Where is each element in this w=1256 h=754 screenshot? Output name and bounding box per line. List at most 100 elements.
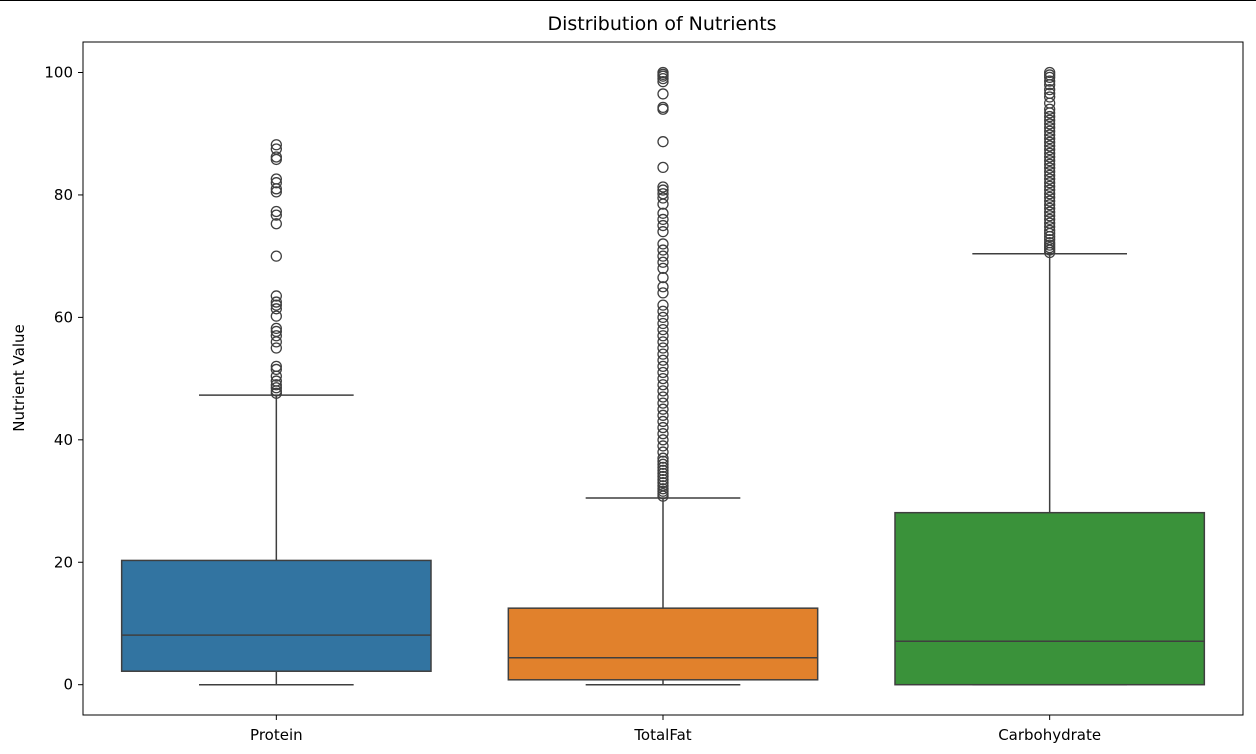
outlier-point bbox=[657, 366, 669, 379]
outlier-point bbox=[657, 184, 669, 196]
outlier-point bbox=[657, 452, 669, 464]
outlier-point bbox=[657, 379, 669, 391]
outlier-point bbox=[1044, 83, 1056, 96]
outlier-point bbox=[657, 213, 669, 226]
outlier-point bbox=[1044, 132, 1056, 145]
outlier-point bbox=[1044, 188, 1056, 200]
outlier-point bbox=[270, 330, 282, 342]
outlier-point bbox=[657, 385, 669, 397]
outlier-point bbox=[1044, 114, 1056, 126]
outlier-point bbox=[270, 375, 282, 387]
outlier-point bbox=[270, 299, 282, 311]
outlier-point bbox=[1044, 66, 1056, 79]
outlier-point bbox=[1044, 151, 1056, 163]
outlier-point bbox=[270, 310, 282, 322]
outlier-point bbox=[1044, 206, 1056, 218]
outlier-point bbox=[657, 88, 669, 100]
outlier-point bbox=[657, 299, 669, 311]
outlier-point bbox=[1044, 91, 1056, 103]
outlier-point bbox=[657, 428, 669, 440]
y-tick-label: 0 bbox=[63, 676, 73, 694]
outlier-point bbox=[270, 379, 282, 391]
outlier-point bbox=[657, 473, 669, 486]
outlier-point bbox=[657, 461, 669, 474]
outlier-point bbox=[1044, 162, 1056, 174]
outlier-point bbox=[657, 415, 669, 428]
outlier-point bbox=[270, 363, 282, 376]
outlier-point bbox=[1044, 180, 1056, 193]
outlier-point bbox=[657, 354, 669, 366]
chart-title: Distribution of Nutrients bbox=[547, 13, 776, 35]
y-tick-label: 40 bbox=[54, 431, 73, 449]
outlier-point bbox=[657, 391, 669, 403]
outlier-point bbox=[1044, 191, 1056, 204]
outlier-point bbox=[270, 382, 282, 394]
outlier-point bbox=[1044, 147, 1056, 159]
outlier-point bbox=[657, 271, 669, 284]
outlier-point bbox=[270, 342, 282, 354]
outlier-point bbox=[1044, 217, 1056, 229]
outlier-point bbox=[1044, 121, 1056, 134]
outlier-point bbox=[1044, 143, 1056, 156]
outlier-point bbox=[270, 290, 282, 302]
outlier-point bbox=[1044, 195, 1056, 207]
outlier-point bbox=[1044, 237, 1056, 249]
outlier-point bbox=[657, 477, 669, 489]
y-tick-label: 60 bbox=[54, 308, 73, 326]
outlier-point bbox=[657, 181, 669, 193]
outlier-point bbox=[657, 360, 669, 373]
outlier-point bbox=[1044, 224, 1056, 237]
outlier-point bbox=[270, 360, 282, 373]
box-totalfat bbox=[507, 607, 819, 681]
outlier-point bbox=[270, 186, 282, 198]
x-tick-label: TotalFat bbox=[633, 726, 691, 744]
outlier-point bbox=[657, 483, 669, 495]
outlier-point bbox=[1044, 140, 1056, 152]
outlier-point bbox=[657, 434, 669, 446]
outlier-point bbox=[657, 323, 669, 336]
outlier-point bbox=[1044, 213, 1056, 226]
outlier-point bbox=[1044, 87, 1056, 99]
outlier-point bbox=[1044, 177, 1056, 189]
outlier-point bbox=[270, 296, 282, 308]
outlier-point bbox=[270, 322, 282, 335]
outlier-point bbox=[657, 440, 669, 452]
outlier-point bbox=[657, 336, 669, 348]
outlier-point bbox=[657, 207, 669, 219]
outlier-point bbox=[657, 161, 669, 174]
outlier-point bbox=[1044, 155, 1056, 167]
outlier-point bbox=[1044, 199, 1056, 211]
outlier-point bbox=[657, 250, 669, 262]
outlier-point bbox=[657, 305, 669, 317]
y-tick-label: 100 bbox=[44, 64, 73, 82]
outlier-point bbox=[270, 209, 282, 221]
outlier-point bbox=[657, 192, 669, 204]
outlier-point bbox=[657, 66, 669, 79]
outlier-point bbox=[657, 76, 669, 88]
outlier-point bbox=[657, 446, 669, 458]
outlier-point bbox=[1044, 173, 1056, 185]
outlier-point bbox=[657, 397, 669, 409]
outlier-point bbox=[657, 219, 669, 232]
outlier-point bbox=[657, 188, 669, 200]
y-axis-label: Nutrient Value bbox=[10, 324, 28, 432]
outlier-point bbox=[657, 238, 669, 250]
box-protein bbox=[120, 559, 432, 672]
outlier-point bbox=[657, 421, 669, 434]
outlier-point bbox=[1044, 118, 1056, 130]
outlier-point bbox=[657, 262, 669, 275]
y-tick-label: 20 bbox=[54, 553, 73, 571]
outlier-point bbox=[1044, 129, 1056, 141]
y-axis: 0 20 40 60 80 100 bbox=[44, 64, 83, 694]
outlier-point bbox=[270, 153, 282, 166]
outlier-point bbox=[657, 244, 669, 256]
outlier-point bbox=[270, 325, 282, 338]
plot-frame bbox=[82, 41, 1244, 716]
outlier-point bbox=[657, 470, 669, 483]
outlier-point bbox=[1044, 110, 1056, 123]
outlier-point bbox=[270, 250, 282, 262]
x-tick-label: Protein bbox=[250, 726, 303, 744]
outlier-point bbox=[1044, 136, 1056, 148]
outlier-point bbox=[657, 342, 669, 354]
